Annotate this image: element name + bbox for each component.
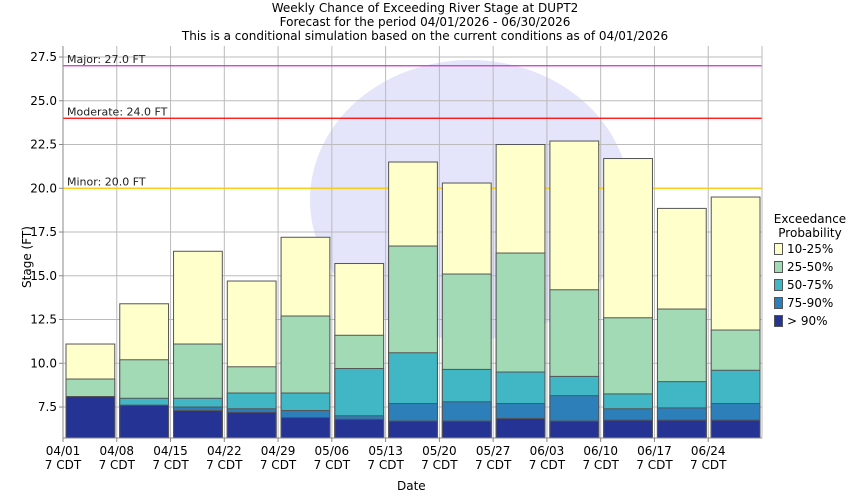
threshold-label: Major: 27.0 FT — [67, 53, 146, 66]
bar-segment — [495, 417, 546, 439]
y-tick-label: 17.5 — [30, 225, 57, 239]
x-tick-sublabel: 7 CDT — [314, 458, 351, 472]
legend-item: > 90% — [774, 312, 850, 330]
bar-segment — [119, 404, 170, 439]
bar-segment — [656, 419, 707, 439]
x-tick-sublabel: 7 CDT — [529, 458, 566, 472]
legend-swatch — [774, 315, 783, 327]
y-tick-label: 20.0 — [30, 181, 57, 195]
legend-item: 50-75% — [774, 276, 850, 294]
chart-subtitle-2: This is a conditional simulation based o… — [181, 29, 669, 43]
x-tick-label: 05/27 — [476, 444, 511, 458]
legend-title-2: Probability — [778, 226, 842, 240]
x-tick-sublabel: 7 CDT — [260, 458, 297, 472]
bar-segment — [173, 410, 223, 439]
x-tick-label: 06/24 — [691, 444, 726, 458]
threshold-label: Moderate: 24.0 FT — [67, 105, 168, 118]
x-axis-label: Date — [397, 479, 426, 493]
x-tick-label: 04/08 — [99, 444, 134, 458]
bar-segment — [388, 420, 438, 439]
x-tick-sublabel: 7 CDT — [367, 458, 404, 472]
x-tick-sublabel: 7 CDT — [421, 458, 458, 472]
bar-segment — [334, 418, 385, 439]
x-tick-label: 04/01 — [46, 444, 81, 458]
x-tick-sublabel: 7 CDT — [636, 458, 673, 472]
legend-item: 10-25% — [774, 240, 850, 258]
bar-segment — [441, 420, 492, 439]
bar-segment — [549, 420, 600, 439]
threshold-label: Minor: 20.0 FT — [67, 175, 146, 188]
legend-item: 75-90% — [774, 294, 850, 312]
x-tick-sublabel: 7 CDT — [45, 458, 82, 472]
legend-item: 25-50% — [774, 258, 850, 276]
x-tick-sublabel: 7 CDT — [152, 458, 189, 472]
y-tick-label: 22.5 — [30, 138, 57, 152]
bar-segment — [65, 396, 116, 439]
x-tick-label: 05/20 — [422, 444, 457, 458]
legend-swatch — [774, 297, 783, 309]
bar-segment — [603, 419, 653, 439]
y-tick-label: 7.5 — [38, 400, 57, 414]
x-tick-label: 04/29 — [261, 444, 296, 458]
legend-label: 75-90% — [787, 296, 834, 310]
x-tick-label: 05/13 — [368, 444, 403, 458]
y-axis-label: Stage (FT) — [19, 226, 34, 288]
legend-label: 10-25% — [787, 242, 834, 256]
x-tick-sublabel: 7 CDT — [582, 458, 619, 472]
legend-swatch — [774, 243, 783, 255]
legend-label: 25-50% — [787, 260, 834, 274]
legend: Exceedance Probability 10-25% 25-50% 50-75… — [770, 212, 850, 330]
x-tick-label: 04/22 — [207, 444, 242, 458]
chart-subtitle: Forecast for the period 04/01/2026 - 06/… — [279, 15, 571, 29]
x-tick-label: 06/10 — [583, 444, 618, 458]
x-tick-label: 06/17 — [637, 444, 672, 458]
y-tick-label: 12.5 — [30, 313, 57, 327]
bar-segment — [226, 411, 277, 439]
legend-label: > 90% — [787, 314, 828, 328]
x-tick-sublabel: 7 CDT — [475, 458, 512, 472]
legend-title: Exceedance — [773, 212, 847, 226]
bar-segment — [710, 419, 761, 439]
legend-swatch — [774, 261, 783, 273]
y-tick-label: 27.5 — [30, 50, 57, 64]
y-tick-label: 10.0 — [30, 356, 57, 370]
y-tick-label: 15.0 — [30, 269, 57, 283]
x-tick-label: 04/15 — [153, 444, 188, 458]
x-tick-label: 06/03 — [530, 444, 565, 458]
x-tick-sublabel: 7 CDT — [690, 458, 727, 472]
x-tick-sublabel: 7 CDT — [99, 458, 136, 472]
x-tick-sublabel: 7 CDT — [206, 458, 243, 472]
legend-swatch — [774, 279, 783, 291]
legend-label: 50-75% — [787, 278, 834, 292]
chart-title: Weekly Chance of Exceeding River Stage a… — [271, 1, 579, 15]
y-tick-label: 25.0 — [30, 94, 57, 108]
x-tick-label: 05/06 — [315, 444, 350, 458]
bar-segment — [280, 417, 331, 439]
